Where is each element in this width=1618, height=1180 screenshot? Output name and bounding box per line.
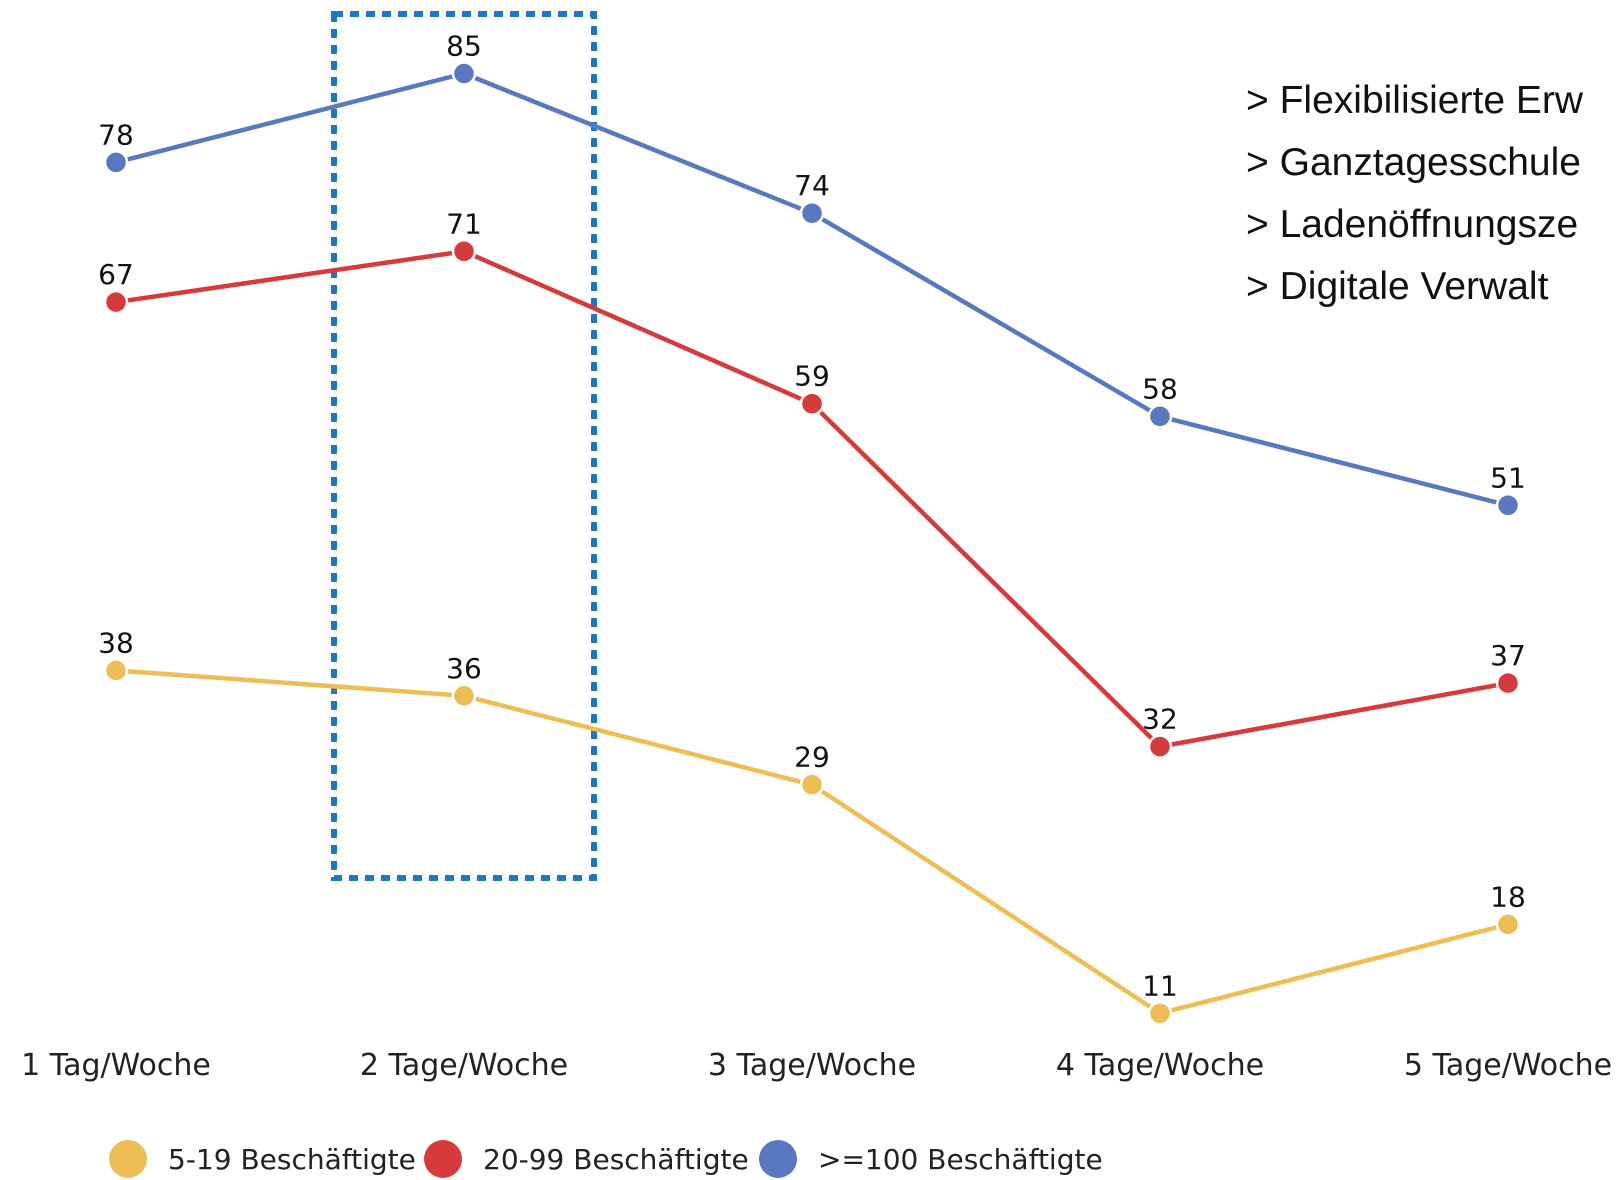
data-point [451,683,477,709]
data-point [103,658,129,683]
data-label: 36 [446,652,482,685]
data-point [1147,404,1173,429]
data-point [799,772,825,797]
x-tick-label: 1 Tag/Woche [21,1048,211,1083]
series-line [113,249,1511,749]
data-label: 38 [98,626,134,659]
legend-label: 5-19 Beschäftigte [168,1143,416,1176]
data-label: 59 [794,360,830,393]
annotation-bullet-list: > Flexibilisierte Erw > Ganztagesschule … [1246,70,1618,318]
data-label: 58 [1142,372,1178,405]
highlight-dotted-box [331,11,597,881]
data-point [451,239,477,264]
x-axis-labels: 1 Tag/Woche 2 Tage/Woche 3 Tage/Woche 4 Tag… [21,1048,1612,1083]
data-label: 51 [1490,461,1526,494]
bullet-item: > Digitale Verwalt [1246,265,1549,308]
data-point [1147,734,1173,759]
legend-swatch [759,1140,797,1178]
x-tick-label: 4 Tage/Woche [1056,1048,1264,1083]
x-tick-label: 5 Tage/Woche [1404,1048,1612,1083]
x-tick-label: 2 Tage/Woche [360,1048,568,1083]
data-point [1495,670,1521,696]
data-label: 71 [446,207,482,240]
data-point [1495,493,1521,518]
data-point [1495,912,1521,937]
data-label: 67 [98,258,134,291]
data-label: 29 [794,741,830,774]
data-label: 32 [1142,703,1178,736]
data-label: 37 [1490,639,1526,672]
legend-label: >=100 Beschäftigte [818,1143,1103,1176]
data-point [451,61,477,86]
data-point [799,391,825,416]
bullet-item: > Flexibilisierte Erw [1246,79,1584,122]
data-label: 11 [1142,969,1178,1002]
data-point [103,150,129,175]
bullet-item: > Ladenöffnungsze [1246,203,1579,246]
legend: 5-19 Beschäftigte 20-99 Beschäftigte >=100… [109,1140,1103,1178]
x-tick-label: 3 Tage/Woche [708,1048,916,1083]
data-point [1147,1001,1173,1026]
bullet-item: > Ganztagesschule [1246,141,1581,184]
legend-swatch [109,1140,147,1178]
data-point [103,289,129,315]
data-label: 85 [446,30,482,63]
data-point [799,200,825,226]
data-label: 78 [98,118,134,151]
data-labels: 38 36 29 11 18 67 71 59 32 37 78 85 74 58 51 [98,30,1526,1003]
highlight-layer [331,11,597,881]
legend-swatch [424,1140,462,1178]
legend-label: 20-99 Beschäftigte [483,1143,749,1176]
data-label: 74 [794,169,830,202]
data-label: 18 [1490,880,1526,913]
data-points [103,61,1521,1026]
